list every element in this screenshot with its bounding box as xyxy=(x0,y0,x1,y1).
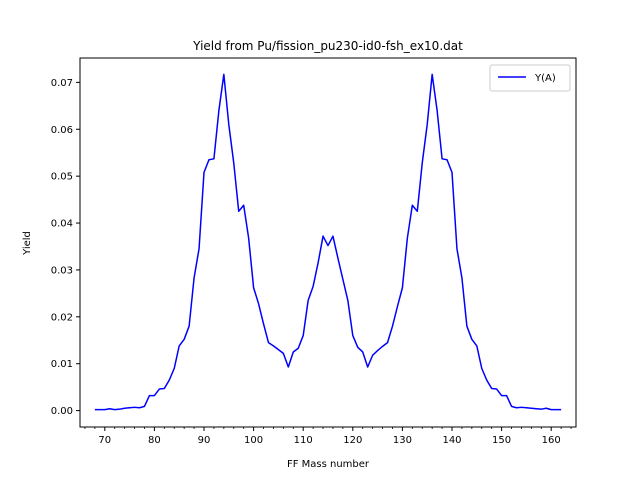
y-axis-label: Yield xyxy=(22,231,33,256)
x-tick-label: 140 xyxy=(442,435,461,446)
axis-ticks: 70 80 90 100 110 120 130 140 150 160 0.00 0.01 0.02 0… xyxy=(51,78,572,446)
y-tick-label: 0.00 xyxy=(51,406,73,417)
legend-label: Y(A) xyxy=(534,73,556,84)
y-tick-label: 0.07 xyxy=(51,78,73,89)
plot-area xyxy=(94,73,562,411)
x-tick-label: 70 xyxy=(98,435,111,446)
x-tick-label: 160 xyxy=(542,435,561,446)
y-tick-label: 0.05 xyxy=(51,172,73,183)
y-tick-label: 0.04 xyxy=(51,219,73,230)
x-axis-label: FF Mass number xyxy=(287,459,370,470)
series-line-yield xyxy=(94,73,562,411)
legend: Y(A) xyxy=(489,64,571,92)
x-tick-label: 120 xyxy=(343,435,362,446)
y-tick-label: 0.01 xyxy=(51,359,73,370)
y-tick-label: 0.02 xyxy=(51,312,73,323)
axes-frame xyxy=(79,57,577,428)
x-tick-label: 90 xyxy=(198,435,211,446)
x-tick-label: 150 xyxy=(492,435,511,446)
legend-box xyxy=(489,64,571,92)
x-tick-label: 80 xyxy=(148,435,161,446)
y-tick-label: 0.03 xyxy=(51,265,73,276)
y-tick-label: 0.06 xyxy=(51,125,73,136)
x-tick-label: 130 xyxy=(393,435,412,446)
chart-title: Yield from Pu/fission_pu230-id0-fsh_ex10… xyxy=(192,39,463,53)
x-tick-label: 110 xyxy=(294,435,313,446)
x-tick-label: 100 xyxy=(244,435,263,446)
